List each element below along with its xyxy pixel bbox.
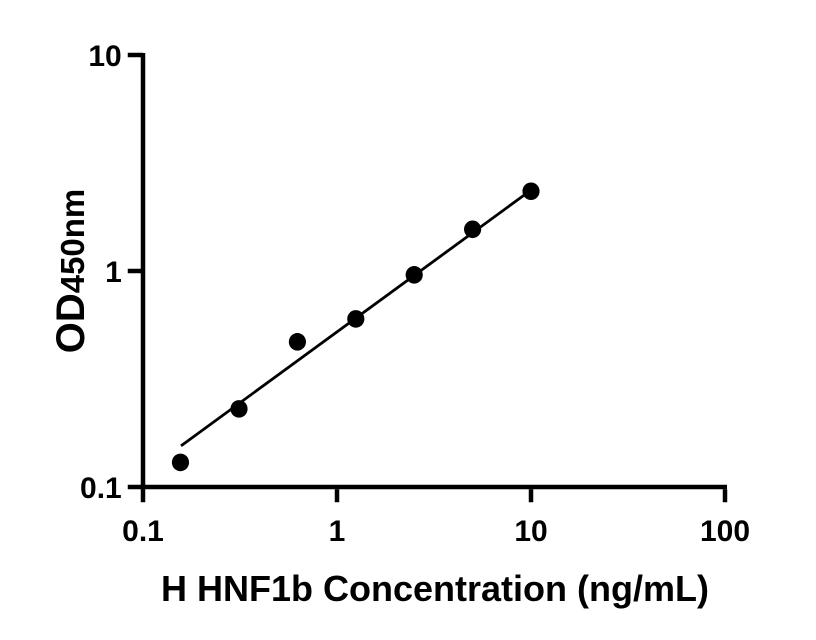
y-tick-label: 0.1: [80, 472, 122, 505]
data-point: [347, 310, 365, 328]
y-tick-label: 10: [88, 40, 121, 73]
y-axis-title-primary: OD: [49, 293, 93, 353]
x-tick-label: 10: [514, 515, 547, 548]
x-tick-label: 1: [329, 515, 346, 548]
y-axis-title-secondary: 450nm: [54, 189, 91, 294]
y-tick-label: 1: [105, 256, 122, 289]
data-point: [405, 266, 423, 284]
x-tick-label: 0.1: [122, 515, 164, 548]
data-point: [230, 400, 248, 418]
y-axis-title: OD450nm: [49, 189, 93, 354]
x-axis-title: H HNF1b Concentration (ng/mL): [161, 568, 709, 609]
data-point: [288, 333, 307, 351]
x-tick-label: 100: [700, 515, 750, 548]
data-point: [464, 220, 482, 239]
data-point: [522, 182, 540, 201]
data-point: [171, 453, 190, 472]
